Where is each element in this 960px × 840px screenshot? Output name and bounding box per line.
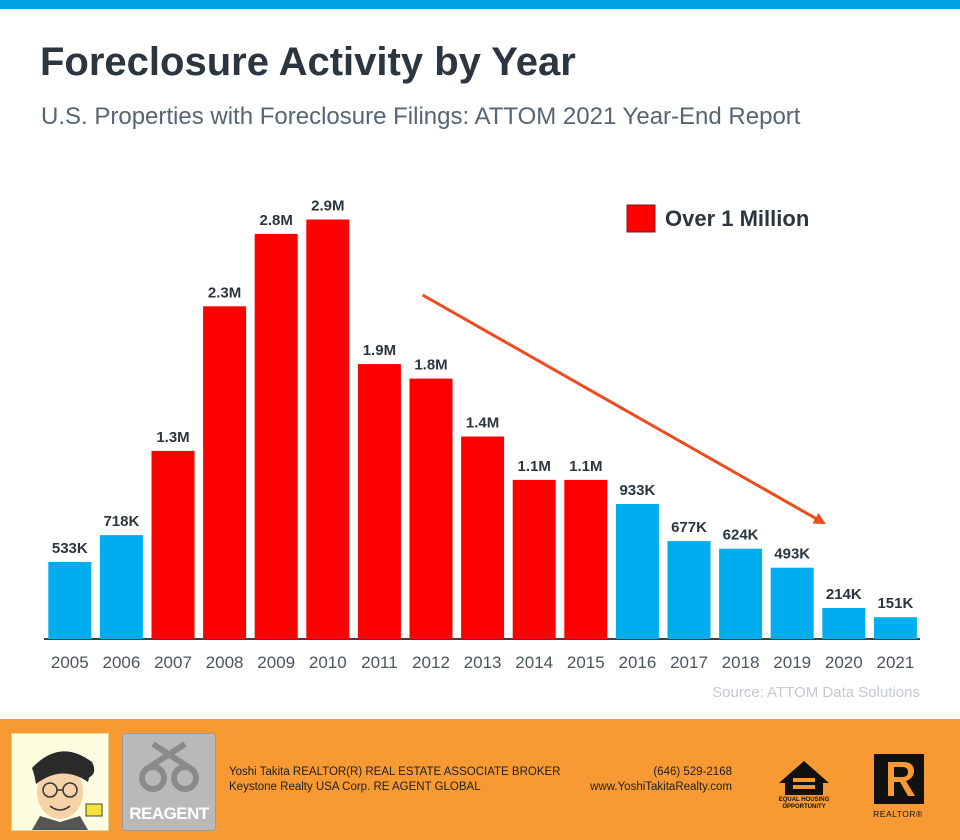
- bar-2014: [512, 479, 556, 639]
- eho-line-2: OPPORTUNITY: [782, 804, 826, 810]
- value-label-2018: 624K: [723, 527, 759, 544]
- reagent-logo-text: REAGENT: [129, 804, 209, 823]
- footer-banner: REAGENT Yoshi Takita REALTOR(R) REAL EST…: [0, 719, 960, 840]
- bar-2017: [667, 541, 711, 639]
- bar-2015: [564, 479, 608, 639]
- x-tick-2020: 2020: [825, 653, 863, 672]
- realtor-label: REALTOR®: [873, 809, 923, 819]
- x-tick-2006: 2006: [102, 653, 140, 672]
- x-tick-2015: 2015: [567, 653, 605, 672]
- bar-2020: [822, 608, 866, 639]
- x-tick-2008: 2008: [206, 653, 244, 672]
- x-tick-2017: 2017: [670, 653, 708, 672]
- value-label-2014: 1.1M: [518, 458, 551, 475]
- bar-2007: [151, 450, 195, 639]
- bar-2018: [719, 548, 763, 639]
- x-tick-2021: 2021: [876, 653, 914, 672]
- value-label-2021: 151K: [877, 595, 913, 612]
- value-label-2013: 1.4M: [466, 415, 499, 432]
- value-label-2010: 2.9M: [311, 198, 344, 215]
- x-tick-2016: 2016: [618, 653, 656, 672]
- bar-2021: [873, 617, 917, 639]
- bar-2011: [357, 364, 401, 639]
- x-tick-2007: 2007: [154, 653, 192, 672]
- chart-title: Foreclosure Activity by Year: [40, 40, 576, 84]
- brokerage-line: Keystone Realty USA Corp. RE AGENT GLOBA…: [229, 781, 481, 793]
- realtor-r-icon: [874, 754, 924, 804]
- value-label-2009: 2.8M: [260, 212, 293, 229]
- equal-housing-label: EQUAL HOUSING OPPORTUNITY: [768, 797, 840, 811]
- value-label-2008: 2.3M: [208, 284, 241, 301]
- value-label-2015: 1.1M: [569, 458, 602, 475]
- x-tick-2019: 2019: [773, 653, 811, 672]
- bar-2019: [770, 567, 814, 639]
- x-tick-2009: 2009: [257, 653, 295, 672]
- bar-2006: [99, 535, 143, 639]
- top-accent-band: [0, 0, 960, 9]
- x-tick-2011: 2011: [361, 653, 398, 672]
- x-tick-2018: 2018: [722, 653, 760, 672]
- value-label-2005: 533K: [52, 540, 88, 557]
- contact-info: (646) 529-2168 www.YoshiTakitaRealty.com: [583, 765, 732, 795]
- value-label-2011: 1.9M: [363, 342, 396, 359]
- avatar-caricature: [11, 733, 109, 831]
- value-label-2020: 214K: [826, 586, 862, 603]
- legend-swatch: [626, 204, 656, 233]
- source-note: Source: ATTOM Data Solutions: [712, 684, 920, 701]
- value-label-2007: 1.3M: [156, 429, 189, 446]
- x-tick-2013: 2013: [464, 653, 502, 672]
- phone-number: (646) 529-2168: [653, 766, 732, 778]
- chart-subtitle: U.S. Properties with Foreclosure Filings…: [41, 103, 801, 130]
- equal-housing-icon: [779, 761, 829, 795]
- bar-2010: [306, 219, 350, 639]
- value-label-2017: 677K: [671, 519, 707, 536]
- value-label-2019: 493K: [774, 546, 810, 563]
- broker-info: Yoshi Takita REALTOR(R) REAL ESTATE ASSO…: [229, 765, 560, 795]
- bar-2009: [254, 233, 298, 639]
- trend-arrow: [421, 293, 826, 525]
- value-label-2016: 933K: [619, 482, 655, 499]
- reagent-logo: REAGENT: [122, 733, 216, 831]
- website-link[interactable]: www.YoshiTakitaRealty.com: [590, 781, 732, 793]
- legend-label: Over 1 Million: [665, 206, 809, 231]
- bar-2005: [48, 561, 92, 639]
- x-tick-2012: 2012: [412, 653, 450, 672]
- bar-2013: [461, 436, 505, 639]
- bar-2012: [409, 378, 453, 639]
- eho-line-1: EQUAL HOUSING: [778, 797, 830, 803]
- x-tick-2010: 2010: [309, 653, 347, 672]
- broker-name-line: Yoshi Takita REALTOR(R) REAL ESTATE ASSO…: [229, 766, 561, 778]
- x-tick-2005: 2005: [51, 653, 89, 672]
- bar-2008: [203, 306, 247, 639]
- keys-icon: [139, 741, 199, 792]
- value-label-2006: 718K: [103, 513, 139, 530]
- bar-2016: [615, 504, 659, 639]
- bar-chart: 533K 718K 1.3M 2.3M 2.8M 2.9M 1.9M 1.8M 1.4M 1.1M…: [44, 198, 920, 672]
- value-label-2012: 1.8M: [414, 357, 447, 374]
- x-tick-2014: 2014: [515, 653, 553, 672]
